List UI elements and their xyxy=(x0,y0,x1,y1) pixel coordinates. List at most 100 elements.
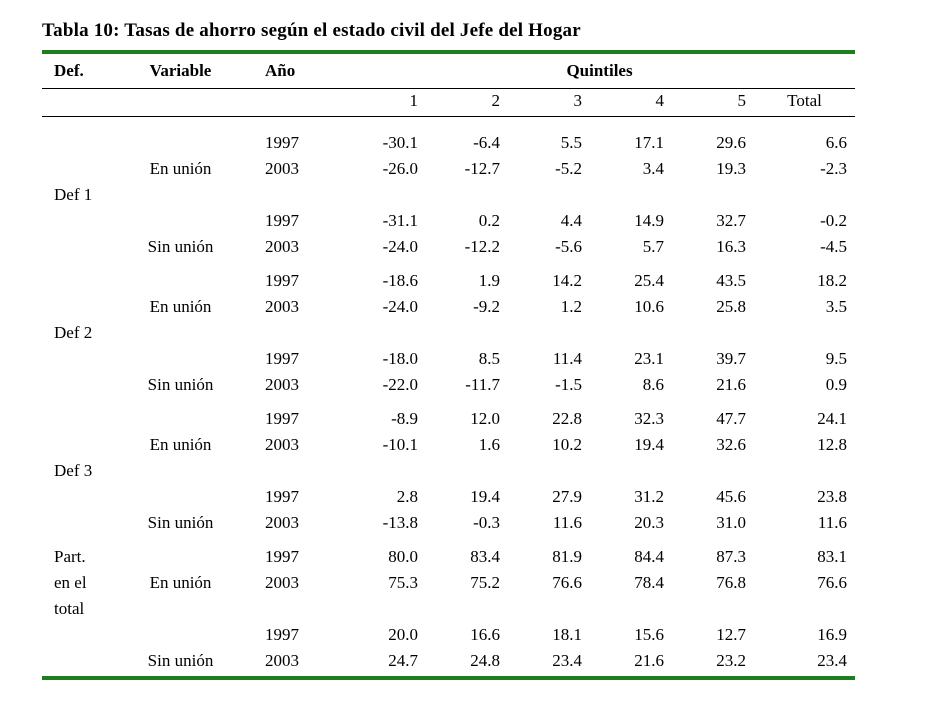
table-row: Sin unión 2003 24.7 24.8 23.4 21.6 23.2 23.4 xyxy=(42,648,855,674)
year-cell: 1997 xyxy=(265,487,299,506)
quintile-5-cell: 31.0 xyxy=(716,513,746,532)
quintile-2-cell: 0.2 xyxy=(478,211,500,230)
def-cell xyxy=(42,268,132,294)
table-row: Sin unión 2003 -13.8 -0.3 11.6 20.3 31.0 11.6 xyxy=(42,510,855,536)
variable-cell xyxy=(132,458,257,484)
quintile-3-cell: 14.2 xyxy=(552,271,582,290)
quintile-2-cell: -0.3 xyxy=(473,513,500,532)
quintile-3-cell: 22.8 xyxy=(552,409,582,428)
def-cell xyxy=(42,406,132,432)
quintile-3-cell xyxy=(508,182,590,208)
quintile-2-cell: 8.5 xyxy=(478,349,500,368)
total-cell: -0.2 xyxy=(820,211,848,230)
quintile-5-cell xyxy=(672,458,754,484)
quintile-1-cell: 80.0 xyxy=(388,547,418,566)
quintile-4-cell: 14.9 xyxy=(634,211,664,230)
quintile-1-cell: -18.0 xyxy=(382,349,418,368)
quintile-1-cell: -13.8 xyxy=(382,513,418,532)
quintile-2-cell: 1.6 xyxy=(478,435,500,454)
quintile-3-cell: -1.5 xyxy=(555,375,582,394)
def-cell xyxy=(42,234,132,260)
subheader-quintile-3: 3 xyxy=(573,90,583,110)
quintile-5-cell: 47.7 xyxy=(716,409,746,428)
quintile-5-cell: 12.7 xyxy=(716,625,746,644)
def-cell xyxy=(42,294,132,320)
def-cell: total xyxy=(54,599,85,618)
quintile-2-cell: 19.4 xyxy=(470,487,500,506)
quintile-3-cell: -5.2 xyxy=(555,159,582,178)
variable-cell xyxy=(132,130,257,156)
quintile-5-cell: 43.5 xyxy=(716,271,746,290)
total-cell xyxy=(754,182,855,208)
quintile-1-cell: 24.7 xyxy=(388,651,418,670)
total-cell: 0.9 xyxy=(825,375,848,394)
quintile-2-cell xyxy=(426,596,508,622)
def-cell xyxy=(42,130,132,156)
subheader-quintile-1: 1 xyxy=(409,90,419,110)
table-row: En unión 2003 -10.1 1.6 10.2 19.4 32.6 12.8 xyxy=(42,432,855,458)
quintile-3-cell: 4.4 xyxy=(560,211,582,230)
header-def: Def. xyxy=(54,60,84,80)
table-row: Sin unión 2003 -22.0 -11.7 -1.5 8.6 21.6 0.9 xyxy=(42,372,855,398)
def-cell xyxy=(42,208,132,234)
quintile-5-cell: 23.2 xyxy=(716,651,746,670)
header-row-sub: 1 2 3 4 5 Total xyxy=(42,88,856,116)
quintile-3-cell: 23.4 xyxy=(552,651,582,670)
quintile-1-cell xyxy=(344,182,426,208)
total-cell xyxy=(754,458,855,484)
subheader-total: Total xyxy=(787,90,822,110)
variable-cell: Sin unión xyxy=(147,513,214,532)
quintile-1-cell: -10.1 xyxy=(382,435,418,454)
table-row: 1997 -18.6 1.9 14.2 25.4 43.5 18.2 xyxy=(42,268,855,294)
quintile-2-cell: 12.0 xyxy=(470,409,500,428)
table-row: Part. 1997 80.0 83.4 81.9 84.4 87.3 83.1 xyxy=(42,544,855,570)
quintile-2-cell xyxy=(426,458,508,484)
quintile-2-cell: 24.8 xyxy=(470,651,500,670)
year-cell: 2003 xyxy=(265,237,299,256)
total-cell: 23.8 xyxy=(817,487,848,506)
quintile-1-cell xyxy=(344,596,426,622)
variable-cell xyxy=(132,346,257,372)
quintile-5-cell: 32.7 xyxy=(716,211,746,230)
variable-cell: En unión xyxy=(149,573,212,592)
def-cell xyxy=(42,622,132,648)
quintile-1-cell xyxy=(344,458,426,484)
year-cell: 2003 xyxy=(265,513,299,532)
quintile-2-cell xyxy=(426,182,508,208)
header-spacer xyxy=(132,88,257,116)
quintile-4-cell: 3.4 xyxy=(642,159,664,178)
variable-cell xyxy=(132,320,257,346)
quintile-4-cell: 23.1 xyxy=(634,349,664,368)
quintile-4-cell: 78.4 xyxy=(634,573,664,592)
quintile-5-cell: 45.6 xyxy=(716,487,746,506)
quintile-3-cell: 1.2 xyxy=(560,297,582,316)
year-cell: 1997 xyxy=(265,133,299,152)
quintile-4-cell: 8.6 xyxy=(642,375,664,394)
total-cell: 83.1 xyxy=(817,547,848,566)
total-cell: 6.6 xyxy=(825,133,848,152)
variable-cell: Sin unión xyxy=(147,237,214,256)
variable-cell xyxy=(132,544,257,570)
header-quintiles: Quintiles xyxy=(566,60,633,80)
variable-cell xyxy=(132,622,257,648)
quintile-3-cell: 76.6 xyxy=(552,573,582,592)
variable-cell: En unión xyxy=(149,435,212,454)
variable-cell: En unión xyxy=(149,159,212,178)
quintile-5-cell xyxy=(672,182,754,208)
variable-cell xyxy=(132,208,257,234)
quintile-1-cell: -8.9 xyxy=(391,409,418,428)
quintile-4-cell: 84.4 xyxy=(634,547,664,566)
year-cell: 2003 xyxy=(265,375,299,394)
variable-cell xyxy=(132,268,257,294)
quintile-1-cell xyxy=(344,320,426,346)
year-cell: 2003 xyxy=(265,297,299,316)
total-cell: 11.6 xyxy=(817,513,848,532)
def-cell xyxy=(42,484,132,510)
table-title: Tabla 10: Tasas de ahorro según el estad… xyxy=(42,20,581,41)
total-cell: 76.6 xyxy=(817,573,848,592)
def-cell: Part. xyxy=(54,547,86,566)
table-row: En unión 2003 -24.0 -9.2 1.2 10.6 25.8 3.5 xyxy=(42,294,855,320)
variable-cell xyxy=(132,182,257,208)
table-row: Def 2 xyxy=(42,320,855,346)
quintile-1-cell: 20.0 xyxy=(388,625,418,644)
